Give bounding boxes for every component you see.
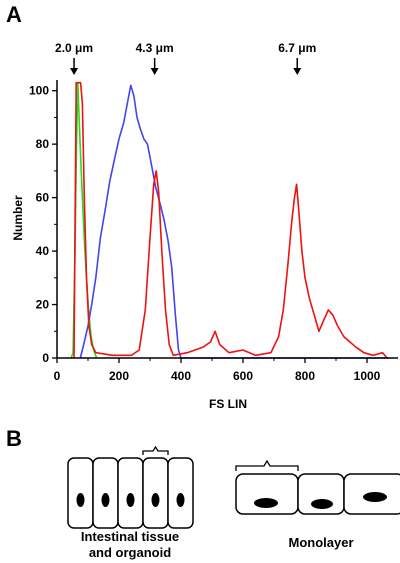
caption-intestinal-line1: Intestinal tissue — [81, 529, 179, 544]
intestinal-cells-diagram — [67, 445, 194, 529]
x-tick-label: 0 — [54, 369, 61, 383]
size-marker-label: 6.7 μm — [278, 41, 316, 55]
x-tick-label: 400 — [171, 369, 191, 383]
caption-monolayer: Monolayer — [288, 535, 353, 550]
size-marker-arrow-head — [293, 68, 302, 75]
nucleus — [101, 493, 110, 507]
monolayer-cells-diagram — [235, 459, 400, 515]
nucleus — [76, 493, 85, 507]
y-ticks: 0 20 40 60 80 100 — [29, 84, 57, 365]
y-tick-label: 100 — [29, 84, 49, 98]
nucleus — [176, 493, 185, 507]
nucleus — [363, 492, 387, 502]
x-ticks: 0 200 400 600 800 1000 — [54, 358, 381, 383]
x-axis-label: FS LIN — [209, 397, 247, 411]
nucleus — [151, 493, 160, 507]
histogram-chart: 2.0 μm 4.3 μm 6.7 μm 0 200 400 600 800 1000 0 20… — [11, 41, 398, 411]
size-marker-label: 2.0 μm — [55, 41, 93, 55]
nucleus — [311, 499, 333, 509]
x-tick-label: 800 — [295, 369, 315, 383]
series-lines — [70, 81, 389, 359]
y-tick-label: 60 — [36, 191, 50, 205]
nucleus — [126, 493, 135, 507]
series-line-2 — [73, 81, 388, 359]
axes — [56, 80, 398, 359]
x-tick-label: 600 — [233, 369, 253, 383]
x-tick-label: 200 — [109, 369, 129, 383]
cell-width-bracket — [142, 445, 169, 455]
x-tick-label: 1000 — [354, 369, 381, 383]
size-marker-arrow-head — [150, 68, 159, 75]
panel-b-label: B — [6, 426, 22, 451]
y-tick-label: 80 — [36, 137, 50, 151]
y-tick-label: 0 — [42, 351, 49, 365]
y-axis-label: Number — [11, 195, 25, 241]
cell-width-bracket — [235, 459, 299, 471]
y-tick-label: 20 — [36, 298, 50, 312]
size-marker-arrow-head — [70, 68, 79, 75]
panel-a-label: A — [6, 2, 22, 27]
size-markers: 2.0 μm 4.3 μm 6.7 μm — [55, 41, 316, 75]
caption-intestinal-line2: and organoid — [89, 545, 171, 560]
y-tick-label: 40 — [36, 244, 50, 258]
series-line-1 — [79, 84, 389, 359]
nucleus — [254, 498, 278, 508]
cell — [235, 473, 299, 515]
size-marker-label: 4.3 μm — [136, 41, 174, 55]
